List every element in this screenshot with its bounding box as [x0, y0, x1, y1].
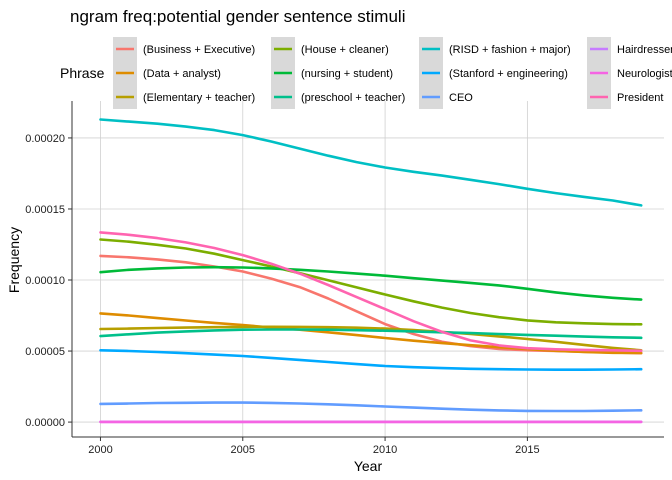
- legend-item: (Data + analyst): [113, 61, 221, 85]
- x-tick-label: 2005: [231, 444, 255, 456]
- legend-label: (House + cleaner): [301, 44, 389, 56]
- series-line-data-analyst: [99, 312, 643, 355]
- legend-item: CEO: [419, 85, 473, 109]
- y-axis-title: Frequency: [6, 227, 22, 293]
- axes: 2000 2005 2010 2015 0.00000 0.00005 0.00010 0.0…: [25, 101, 664, 456]
- legend-label: CEO: [449, 92, 473, 104]
- y-tick-label: 0.00010: [25, 275, 65, 287]
- legend-label: (Business + Executive): [143, 44, 255, 56]
- legend-label: (Elementary + teacher): [143, 92, 255, 104]
- legend-label: Hairdresser: [617, 44, 672, 56]
- legend-label: (nursing + student): [301, 68, 393, 80]
- series-line-house-cleaner: [99, 238, 643, 326]
- legend: Phrase (Business + Executive) (Data + ana…: [60, 37, 672, 109]
- legend-item: (House + cleaner): [271, 37, 389, 61]
- x-tick-label: 2015: [515, 444, 539, 456]
- legend-item: Neurologist: [587, 61, 672, 85]
- legend-label: Neurologist: [617, 68, 672, 80]
- series-line-ceo: [99, 401, 643, 413]
- plot-area: 2000 2005 2010 2015 0.00000 0.00005 0.00010 0.0…: [25, 101, 664, 456]
- legend-label: (Stanford + engineering): [449, 68, 568, 80]
- legend-items: (Business + Executive) (Data + analyst) (E…: [113, 37, 672, 109]
- series-line-nursing-student: [99, 265, 643, 301]
- y-tick-label: 0.00020: [25, 133, 65, 145]
- series-line-risd-fashion-major: [99, 118, 643, 207]
- legend-label: President: [617, 92, 663, 104]
- series-line-business-executive: [99, 254, 643, 355]
- legend-item: (RISD + fashion + major): [419, 37, 571, 61]
- y-tick-label: 0.00000: [25, 417, 65, 429]
- x-tick-label: 2010: [373, 444, 397, 456]
- x-tick-label: 2000: [88, 444, 112, 456]
- legend-item: (nursing + student): [271, 61, 393, 85]
- legend-title: Phrase: [60, 65, 105, 81]
- series-line-elementary-teacher: [99, 325, 643, 352]
- y-tick-label: 0.00005: [25, 346, 65, 358]
- series-lines: [99, 118, 643, 424]
- series-line-president: [99, 231, 643, 353]
- legend-item: (Business + Executive): [113, 37, 255, 61]
- legend-item: (Elementary + teacher): [113, 85, 255, 109]
- legend-label: (Data + analyst): [143, 68, 221, 80]
- legend-item: (Stanford + engineering): [419, 61, 568, 85]
- legend-label: (RISD + fashion + major): [449, 44, 571, 56]
- chart-title: ngram freq:potential gender sentence sti…: [70, 7, 405, 26]
- x-axis-title: Year: [354, 458, 383, 474]
- series-line-stanford-engineering: [99, 349, 643, 371]
- y-tick-label: 0.00015: [25, 204, 65, 216]
- legend-item: Hairdresser: [587, 37, 672, 61]
- series-line-preschool-teacher: [99, 328, 643, 340]
- legend-item: President: [587, 85, 663, 109]
- legend-item: (preschool + teacher): [271, 85, 405, 109]
- legend-label: (preschool + teacher): [301, 92, 405, 104]
